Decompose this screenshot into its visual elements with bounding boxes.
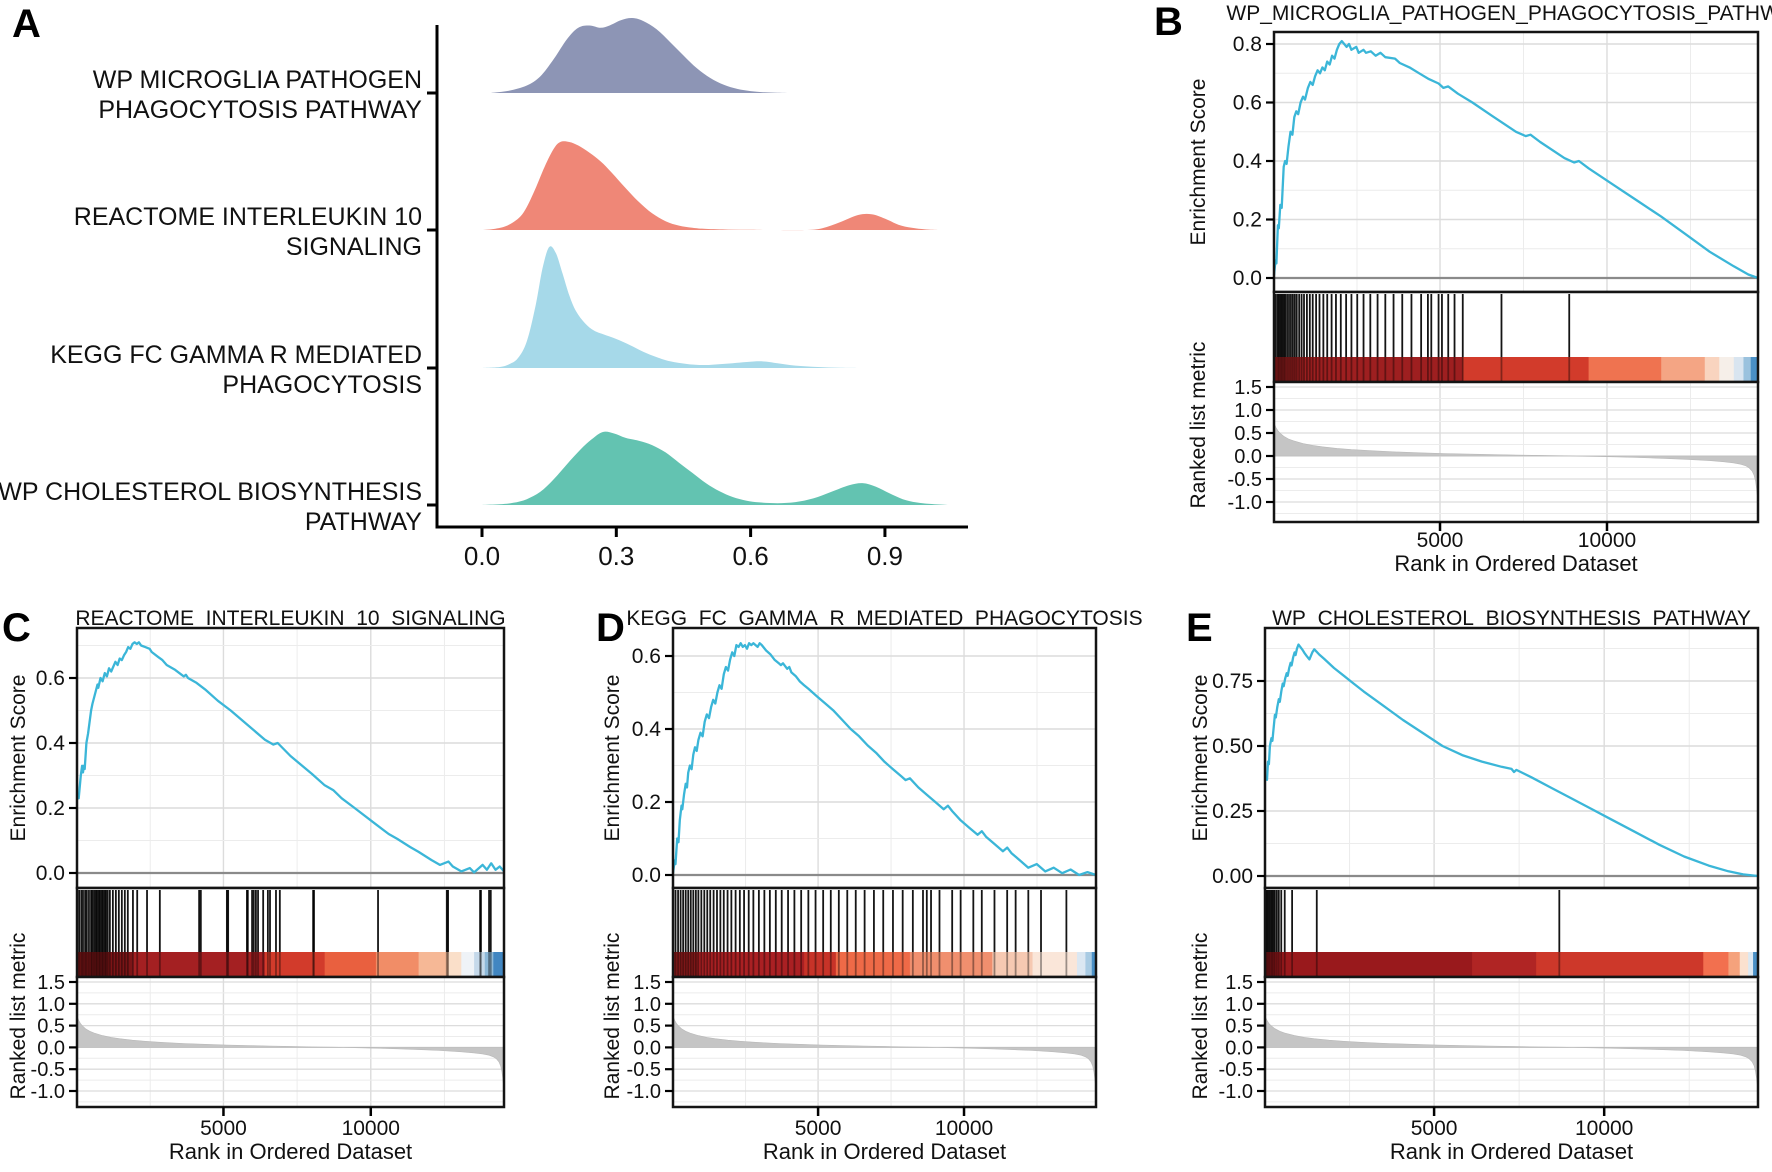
svg-text:0.0: 0.0 — [633, 1037, 661, 1059]
rank-axis-label-E: Rank in Ordered Dataset — [1389, 1139, 1634, 1164]
panel-letter-A: A — [12, 2, 41, 46]
svg-text:0.6: 0.6 — [632, 645, 661, 668]
rank-axis-label-B: Rank in Ordered Dataset — [1394, 551, 1638, 576]
svg-text:5000: 5000 — [1417, 529, 1464, 552]
svg-text:10000: 10000 — [935, 1117, 993, 1140]
ridgeline-panel: A 0.0 0.3 0.6 0.9 WP MICROGLIA PATHOGEN PHAGO… — [0, 0, 1010, 585]
svg-text:0.50: 0.50 — [1212, 735, 1253, 758]
svg-text:0.3: 0.3 — [598, 541, 634, 571]
svg-text:WP MICROGLIA PATHOGEN: WP MICROGLIA PATHOGEN — [93, 66, 422, 94]
rank-axis-label-C: Rank in Ordered Dataset — [168, 1139, 413, 1164]
svg-text:0.6: 0.6 — [1233, 92, 1262, 115]
svg-text:-1.0: -1.0 — [1228, 492, 1262, 514]
svg-text:-0.5: -0.5 — [627, 1059, 661, 1081]
svg-text:0.5: 0.5 — [633, 1016, 661, 1038]
svg-text:PHAGOCYTOSIS PATHWAY: PHAGOCYTOSIS PATHWAY — [98, 96, 422, 124]
panel-letter-C: C — [2, 606, 31, 650]
panel-letter-E: E — [1186, 606, 1213, 650]
gsea-panel-E: E WP_CHOLESTEROL_BIOSYNTHESIS_PATHWAY NE… — [1180, 595, 1772, 1172]
gsea-title-D: KEGG_FC_GAMMA_R_MEDIATED_PHAGOCYTOSIS — [626, 607, 1143, 630]
svg-text:WP CHOLESTEROL BIOSYNTHESIS: WP CHOLESTEROL BIOSYNTHESIS — [0, 478, 422, 506]
svg-text:1.0: 1.0 — [37, 994, 65, 1016]
svg-text:0.2: 0.2 — [632, 791, 661, 814]
svg-text:0.00: 0.00 — [1212, 865, 1253, 888]
svg-text:-0.5: -0.5 — [31, 1059, 65, 1081]
svg-text:1.0: 1.0 — [1234, 400, 1262, 422]
svg-text:0.9: 0.9 — [867, 541, 903, 571]
gsea-title-C: REACTOME_INTERLEUKIN_10_SIGNALING — [75, 607, 506, 630]
svg-text:-1.0: -1.0 — [1219, 1081, 1253, 1103]
gsea-panel-B: B WP_MICROGLIA_PATHOGEN_PHAGOCYTOSIS_PAT… — [1150, 0, 1772, 576]
svg-text:1.5: 1.5 — [37, 972, 65, 994]
svg-text:0.0: 0.0 — [632, 864, 661, 887]
svg-text:10000: 10000 — [342, 1117, 400, 1140]
gsea-title-E: WP_CHOLESTEROL_BIOSYNTHESIS_PATHWAY — [1272, 607, 1751, 630]
panel-letter-D: D — [596, 606, 625, 650]
svg-text:5000: 5000 — [795, 1117, 842, 1140]
svg-text:-0.5: -0.5 — [1228, 469, 1262, 491]
svg-text:1.5: 1.5 — [1225, 972, 1253, 994]
svg-text:0.0: 0.0 — [36, 862, 65, 885]
svg-text:KEGG FC GAMMA R MEDIATED: KEGG FC GAMMA R MEDIATED — [50, 341, 422, 369]
svg-text:0.5: 0.5 — [1225, 1016, 1253, 1038]
svg-text:0.0: 0.0 — [1233, 267, 1262, 290]
svg-text:0.4: 0.4 — [36, 732, 66, 755]
svg-text:0.0: 0.0 — [1225, 1037, 1253, 1059]
svg-text:10000: 10000 — [1578, 529, 1636, 552]
svg-text:0.2: 0.2 — [36, 797, 65, 820]
svg-text:10000: 10000 — [1575, 1117, 1633, 1140]
svg-text:0.25: 0.25 — [1212, 800, 1253, 823]
svg-text:0.5: 0.5 — [1234, 423, 1262, 445]
svg-text:-1.0: -1.0 — [31, 1081, 65, 1103]
ridgeline-plot: 0.0 0.3 0.6 0.9WP MICROGLIA PATHOGENPHAGOCY… — [0, 17, 968, 571]
svg-text:0.0: 0.0 — [1234, 446, 1262, 468]
svg-text:-0.5: -0.5 — [1219, 1059, 1253, 1081]
svg-text:PHAGOCYTOSIS: PHAGOCYTOSIS — [222, 371, 422, 399]
svg-text:REACTOME INTERLEUKIN 10: REACTOME INTERLEUKIN 10 — [74, 203, 422, 231]
gsea-plot-E: 0.00 0.25 0.50 0.75 1.51.00.50.0-0.5-1.0 5000… — [1212, 626, 1760, 1140]
svg-text:-1.0: -1.0 — [627, 1081, 661, 1103]
svg-text:0.6: 0.6 — [733, 541, 769, 571]
svg-text:0.0: 0.0 — [464, 541, 500, 571]
rank-axis-label-D: Rank in Ordered Dataset — [762, 1139, 1007, 1164]
svg-text:0.2: 0.2 — [1233, 209, 1262, 232]
gsea-panel-D: D KEGG_FC_GAMMA_R_MEDIATED_PHAGOCYTOSIS … — [590, 595, 1180, 1172]
gsea-title-B: WP_MICROGLIA_PATHOGEN_PHAGOCYTOSIS_PATHW… — [1226, 2, 1772, 25]
svg-text:SIGNALING: SIGNALING — [286, 233, 422, 261]
svg-text:0.6: 0.6 — [36, 667, 65, 690]
svg-text:1.5: 1.5 — [633, 972, 661, 994]
svg-text:1.5: 1.5 — [1234, 377, 1262, 399]
svg-text:PATHWAY: PATHWAY — [305, 508, 422, 536]
svg-text:0.5: 0.5 — [37, 1016, 65, 1038]
svg-text:5000: 5000 — [200, 1117, 247, 1140]
gsea-panel-C: C REACTOME_INTERLEUKIN_10_SIGNALING NES … — [0, 595, 590, 1172]
svg-text:0.4: 0.4 — [1233, 150, 1263, 173]
svg-text:1.0: 1.0 — [1225, 994, 1253, 1016]
svg-text:0.4: 0.4 — [632, 718, 662, 741]
svg-text:0.0: 0.0 — [37, 1037, 65, 1059]
svg-text:0.8: 0.8 — [1233, 33, 1262, 56]
svg-text:0.75: 0.75 — [1212, 670, 1253, 693]
svg-text:5000: 5000 — [1411, 1117, 1458, 1140]
panel-letter-B: B — [1154, 0, 1183, 44]
svg-text:1.0: 1.0 — [633, 994, 661, 1016]
